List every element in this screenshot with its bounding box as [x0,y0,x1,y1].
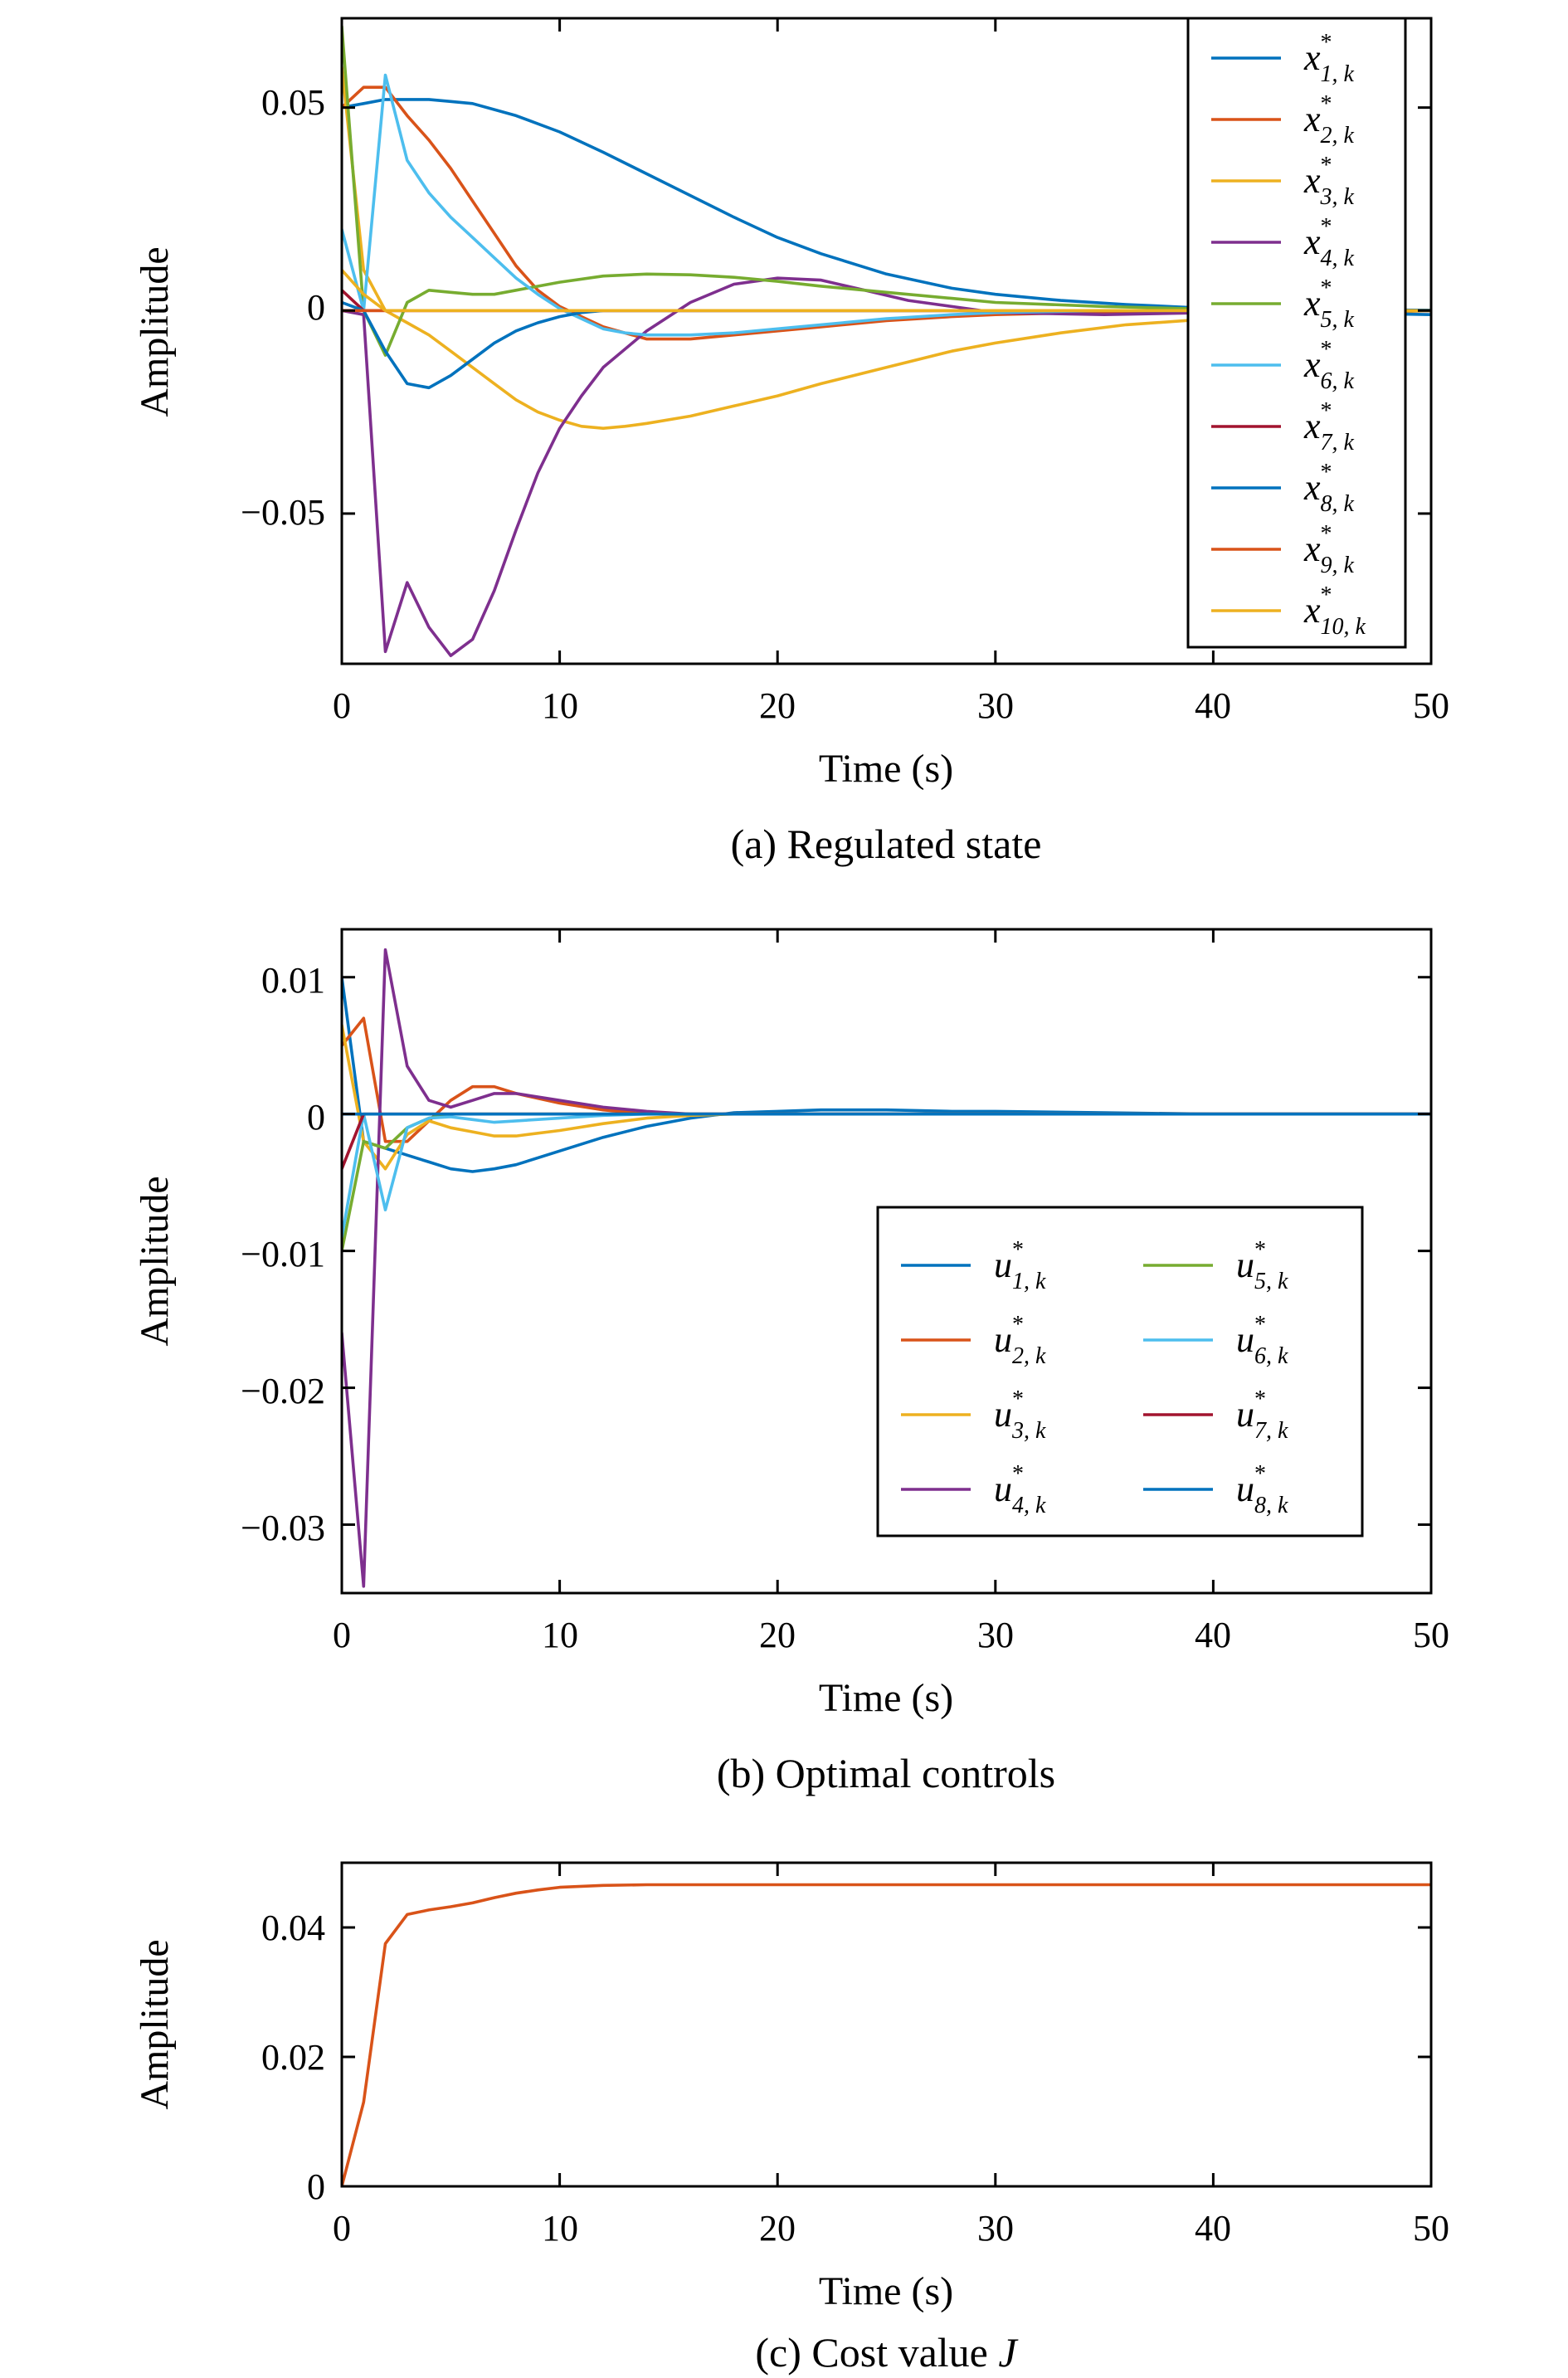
a-legend-label: x* 6, k [1303,337,1355,394]
a-y-axis-title: Amplitude [133,246,177,417]
panel-a-series [342,24,1431,658]
b-ytick-label: −0.03 [241,1508,325,1548]
panel-a-ytick-labels: 0.05 0 −0.05 [241,82,325,533]
panel-a-axes-box [340,17,1433,665]
c-ytick-label: 0 [307,2166,325,2207]
a-legend-label: x* 9, k [1303,521,1355,578]
c-caption-text: (c) Cost value [755,2329,998,2376]
c-ytick-label: 0.02 [261,2037,325,2078]
panel-a: 0 10 20 30 40 50 0.05 0 −0.05 Time (s) A… [133,17,1449,867]
a-series-line-5 [342,24,1431,357]
a-series-line-6 [342,73,1431,337]
panel-c-xtick-labels: 0 10 20 30 40 50 [333,2208,1449,2249]
b-xtick-label: 20 [759,1615,796,1655]
panel-b: 0 10 20 30 40 50 0.01 0 −0.01 −0.02 −0.0… [133,928,1449,1796]
a-legend-label: x* 8, k [1303,460,1355,517]
a-legend-label: x* 3, k [1303,153,1355,210]
c-xtick-label: 40 [1195,2208,1231,2249]
panel-b-xtick-labels: 0 10 20 30 40 50 [333,1615,1449,1655]
b-legend-box [876,1206,1364,1537]
a-xtick-label: 10 [542,685,578,726]
c-ytick-label: 0.04 [261,1908,325,1948]
b-ytick-label: −0.01 [241,1234,325,1274]
a-ytick-label: −0.05 [241,492,325,533]
c-xtick-label: 50 [1413,2208,1449,2249]
a-ytick-label: 0 [307,287,325,328]
b-xtick-label: 0 [333,1615,351,1655]
b-legend-label: u* 5, k [1236,1237,1288,1294]
panel-b-series [342,948,1431,1588]
panel-c: 0 10 20 30 40 50 0 0.02 0.04 Time (s) Am… [133,1861,1449,2376]
b-y-axis-title: Amplitude [133,1176,177,1346]
b-legend-label: u* 1, k [994,1237,1046,1294]
panel-c-series [342,1883,1431,2186]
b-ytick-label: 0 [307,1097,325,1138]
b-xtick-label: 50 [1413,1615,1449,1655]
c-series-line-1 [342,1883,1431,2186]
a-caption: (a) Regulated state [731,821,1042,867]
c-xtick-label: 30 [977,2208,1014,2249]
a-ytick-label: 0.05 [261,82,325,123]
a-legend-label: x* 7, k [1303,398,1355,456]
panel-c-axes-box [340,1861,1433,2188]
panel-b-ticks [340,929,1433,1593]
b-legend-label: u* 7, k [1236,1386,1288,1444]
a-xtick-label: 30 [977,685,1014,726]
b-legend-label: u* 8, k [1236,1461,1288,1518]
c-xtick-label: 10 [542,2208,578,2249]
b-xtick-label: 10 [542,1615,578,1655]
a-legend-label: x* 5, k [1303,275,1355,333]
a-series-line-3 [342,65,1431,431]
c-xtick-label: 20 [759,2208,796,2249]
panel-c-ticks [340,1863,1433,2188]
panel-a-xtick-labels: 0 10 20 30 40 50 [333,685,1449,726]
panel-a-ticks [340,18,1433,664]
panel-c-ytick-labels: 0 0.02 0.04 [261,1908,325,2207]
a-legend-label: x* 2, k [1303,91,1355,149]
a-xtick-label: 50 [1413,685,1449,726]
c-caption: (c) Cost value J [755,2329,1019,2376]
b-ytick-label: 0.01 [261,960,325,1001]
b-ytick-label: −0.02 [241,1371,325,1411]
c-xtick-label: 0 [333,2208,351,2249]
a-xtick-label: 40 [1195,685,1231,726]
c-y-axis-title: Amplitude [133,1939,177,2109]
b-x-axis-title: Time (s) [819,1676,953,1720]
b-legend-label: u* 2, k [994,1312,1046,1369]
panel-b-legend: u* 1, k u* 2, k u* 3, k u* 4, k u* 5, k u* 6, k u* 7,… [876,1206,1364,1537]
a-legend-label: x* 10, k [1303,582,1366,640]
c-caption-var: J [998,2329,1019,2376]
a-x-axis-title: Time (s) [819,747,953,791]
a-xtick-label: 0 [333,685,351,726]
panel-b-axes-box [340,928,1433,1595]
a-series-line-1 [342,98,1431,312]
a-legend-label: x* 1, k [1303,30,1355,87]
c-x-axis-title: Time (s) [819,2269,953,2313]
b-xtick-label: 40 [1195,1615,1231,1655]
a-legend-box [1186,17,1407,649]
panel-a-legend: x* 1, kx* 2, kx* 3, kx* 4, kx* 5, kx* 6, kx* 7,… [1186,17,1407,649]
b-series-line-1 [342,975,1431,1173]
panel-b-ytick-labels: 0.01 0 −0.01 −0.02 −0.03 [241,960,325,1548]
b-caption: (b) Optimal controls [717,1750,1055,1796]
a-xtick-label: 20 [759,685,796,726]
b-legend-label: u* 3, k [994,1386,1046,1444]
b-legend-label: u* 6, k [1236,1312,1288,1369]
a-legend-label: x* 4, k [1303,214,1355,271]
b-legend-label: u* 4, k [994,1461,1046,1518]
b-xtick-label: 30 [977,1615,1014,1655]
a-series-line-10 [342,268,1431,313]
